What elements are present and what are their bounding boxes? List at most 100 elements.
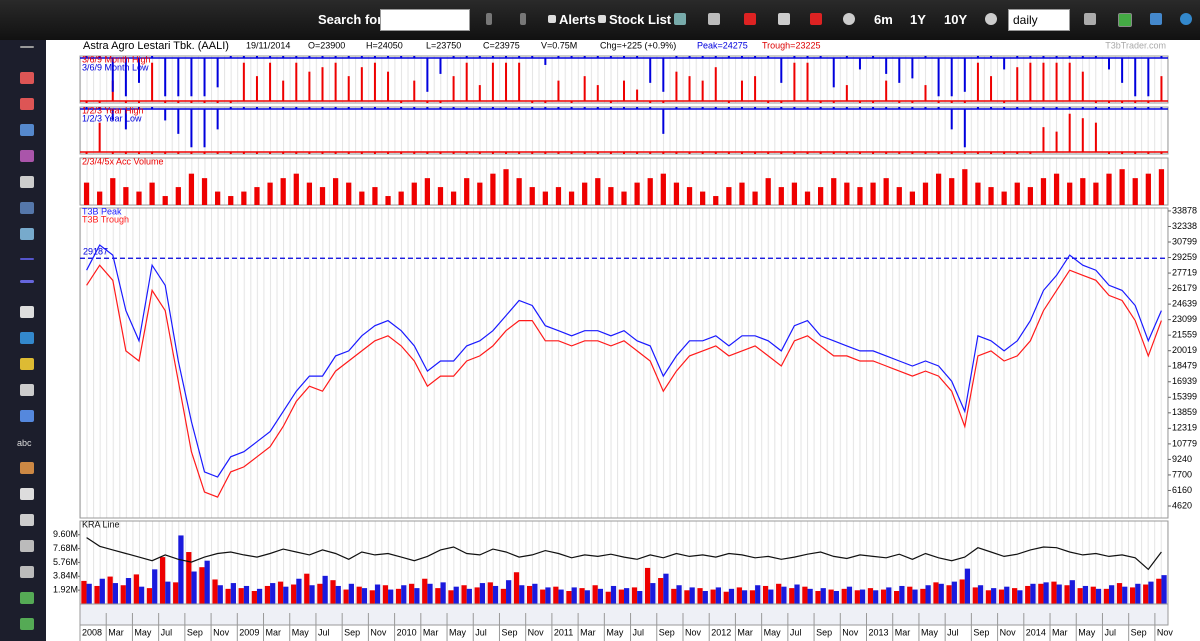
bar (1103, 588, 1110, 604)
bar (807, 588, 813, 604)
bar (985, 590, 992, 604)
tool[interactable] (20, 332, 34, 344)
tool[interactable] (20, 462, 34, 474)
zoom-button[interactable] (843, 13, 855, 25)
watermark: T3bTrader.com (1105, 40, 1166, 50)
add-tool[interactable] (20, 46, 34, 48)
bar (1004, 586, 1010, 604)
tool[interactable] (20, 618, 34, 630)
bar (749, 590, 756, 604)
x-tick-label: 2012 (711, 627, 731, 637)
tool[interactable] (20, 228, 34, 240)
rewind-button[interactable] (744, 13, 756, 25)
bar (831, 178, 837, 205)
bar (1158, 169, 1165, 205)
tool[interactable] (20, 592, 34, 604)
bar (374, 584, 381, 604)
panel-background (79, 207, 1169, 519)
candle-button[interactable] (1118, 13, 1132, 27)
bar (650, 583, 656, 604)
bar (437, 187, 444, 205)
bar (933, 582, 939, 604)
bar (540, 589, 546, 604)
tool[interactable] (20, 566, 34, 578)
tool[interactable] (20, 176, 34, 188)
camera-button[interactable] (708, 13, 720, 25)
tool[interactable] (20, 514, 34, 526)
info-button[interactable] (1180, 13, 1192, 25)
bar (977, 585, 984, 604)
stock-list-checkbox[interactable] (598, 15, 606, 23)
bar (723, 591, 729, 604)
tool[interactable] (20, 306, 34, 318)
bar (414, 588, 420, 604)
range-6m[interactable]: 6m (874, 12, 893, 27)
x-tick-label: Nov (370, 627, 387, 637)
bar (1030, 583, 1036, 604)
x-tick-label: Mar (423, 627, 439, 637)
x-tick-label: Sep (187, 627, 203, 637)
tool[interactable] (20, 410, 34, 422)
bar (401, 585, 407, 604)
bar (1161, 575, 1167, 604)
bar (959, 579, 965, 604)
search-input[interactable] (380, 9, 470, 31)
bar (595, 178, 601, 205)
tool[interactable] (20, 98, 34, 110)
tool[interactable] (20, 488, 34, 500)
range-1y[interactable]: 1Y (910, 12, 926, 27)
tool[interactable] (20, 358, 34, 370)
tool[interactable] (20, 258, 34, 260)
zoom-out-button[interactable] (985, 13, 997, 25)
alerts-label[interactable]: Alerts (559, 12, 596, 27)
bar (526, 585, 533, 604)
tool[interactable] (20, 384, 34, 396)
tool[interactable] (20, 540, 34, 552)
tool[interactable] (20, 150, 34, 162)
bar (448, 590, 454, 604)
alerts-checkbox[interactable] (548, 15, 556, 23)
y-tick-label: 23099 (1172, 314, 1197, 324)
bar (647, 178, 653, 205)
bar (726, 187, 732, 205)
line-button[interactable] (1150, 13, 1162, 25)
next-button[interactable] (520, 13, 526, 25)
bar (579, 588, 585, 604)
tool[interactable] (20, 72, 34, 84)
bar (938, 583, 944, 604)
bar (332, 178, 339, 205)
interval-select[interactable]: daily (1008, 9, 1070, 31)
bar (107, 576, 113, 604)
forward-button[interactable] (810, 13, 822, 25)
bell-button[interactable] (674, 13, 686, 25)
range-10y[interactable]: 10Y (944, 12, 968, 27)
change: Chg=+225 (+0.9%) (600, 40, 676, 50)
bar (138, 586, 145, 604)
x-tick-label: Sep (501, 627, 517, 637)
tool[interactable] (20, 280, 34, 283)
bar (621, 191, 627, 205)
bar (671, 588, 677, 604)
bar (388, 589, 394, 604)
legend-entry: 1/2/3 Year High (82, 105, 144, 115)
bar-chart-button[interactable] (1084, 13, 1096, 25)
stock-list-label[interactable]: Stock List (609, 12, 672, 27)
tool[interactable] (20, 202, 34, 214)
bar (1053, 173, 1060, 205)
x-tick-label: Jul (633, 627, 645, 637)
bar (228, 196, 234, 205)
bar (815, 591, 821, 604)
bar (886, 587, 892, 604)
bar (684, 590, 690, 604)
bar (873, 590, 879, 604)
text-tool[interactable]: abc (17, 438, 32, 448)
legend-entry: 3/6/9 Month Low (82, 62, 149, 72)
y-tick-label: 18479 (1172, 361, 1197, 371)
x-tick-label: 2009 (239, 627, 259, 637)
tool[interactable] (20, 124, 34, 136)
prev-button[interactable] (486, 13, 492, 25)
pan-button[interactable] (778, 13, 790, 25)
bar (335, 585, 341, 604)
